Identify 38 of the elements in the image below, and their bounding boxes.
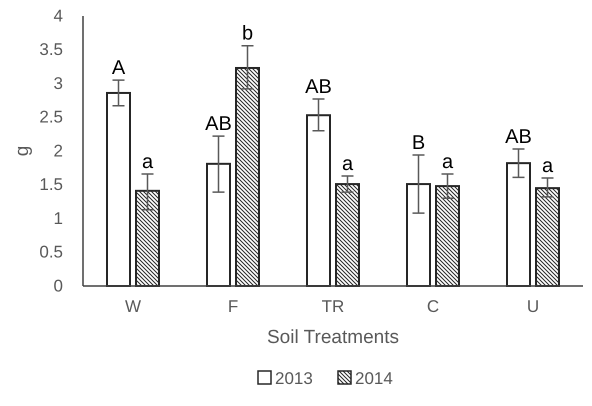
bar: [406, 183, 431, 287]
x-tick-label: F: [228, 297, 238, 316]
annotation: A: [112, 57, 126, 80]
y-tick-label: 1.5: [39, 175, 63, 194]
annotation: AB: [305, 76, 332, 98]
annotation: AB: [505, 126, 532, 148]
annotation: a: [542, 155, 554, 177]
bar: [435, 185, 460, 287]
y-tick-label: 0.5: [39, 242, 63, 262]
bar: [106, 92, 131, 287]
legend-label: 2014: [355, 369, 393, 388]
annotation: a: [442, 150, 454, 173]
bar: [335, 183, 360, 287]
y-tick-label: 1: [54, 208, 63, 228]
x-tick-label: W: [124, 297, 142, 316]
bar: [506, 162, 531, 287]
x-tick-label: C: [426, 297, 440, 316]
bar: [135, 190, 160, 287]
y-tick-label: 2: [54, 141, 63, 160]
bar: [306, 114, 331, 287]
x-axis-title: Soil Treatments: [267, 327, 399, 348]
y-tick-label: 4: [54, 6, 63, 26]
bar: [535, 187, 560, 287]
y-axis-title: g: [12, 146, 33, 156]
y-tick-label: 3.5: [39, 40, 63, 60]
y-tick-label: 2.5: [39, 108, 63, 127]
annotation: a: [342, 152, 354, 175]
x-tick-label: TR: [322, 297, 344, 316]
annotation: b: [242, 22, 254, 45]
y-tick-label: 3: [54, 74, 63, 93]
annotation: a: [142, 150, 154, 173]
y-tick-label: 0: [54, 276, 63, 296]
x-tick-label: U: [526, 297, 540, 316]
legend-label: 2013: [275, 369, 313, 388]
annotation: B: [412, 132, 426, 154]
bar: [206, 162, 231, 287]
annotation: AB: [205, 113, 232, 136]
bar: [235, 66, 260, 287]
